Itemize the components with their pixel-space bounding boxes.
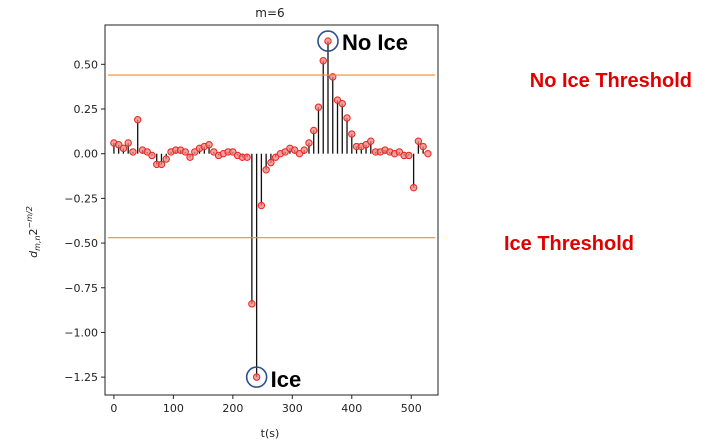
stem-marker: [305, 139, 313, 147]
chart-title: m=6: [255, 6, 284, 20]
stem-marker: [395, 148, 404, 156]
stem-marker: [229, 148, 237, 156]
x-tick-label: 0: [110, 402, 117, 415]
y-tick-label: −0.25: [64, 192, 98, 205]
no-ice-label: No Ice: [342, 30, 408, 55]
y-axis-label: dm,n2−m/2: [25, 206, 42, 258]
stem-marker: [191, 148, 199, 156]
stem-marker: [119, 144, 128, 153]
stem-marker: [409, 183, 418, 192]
stem-marker: [310, 126, 318, 135]
y-label-main: d: [27, 250, 40, 258]
y-tick-label: 0.00: [74, 148, 99, 161]
x-tick-label: 500: [401, 402, 422, 415]
stem-marker: [129, 148, 137, 156]
stem-lines: [113, 41, 424, 378]
stem-marker: [319, 57, 327, 65]
stem-marker: [419, 142, 427, 151]
stem-marker: [405, 151, 413, 160]
stem-marker: [243, 153, 251, 161]
stem-marker: [148, 151, 156, 160]
stem-marker: [262, 166, 270, 174]
y-label-sup: −m/2: [25, 206, 34, 228]
stem-marker: [252, 373, 261, 381]
stem-marker: [162, 155, 170, 163]
stem-marker: [134, 116, 142, 124]
stem-marker: [290, 146, 299, 154]
y-tick-label: −1.00: [64, 326, 98, 339]
y-label-mid: 2: [27, 228, 40, 235]
x-tick-label: 300: [282, 402, 303, 415]
stem-marker: [248, 300, 256, 308]
stem-marker: [362, 141, 370, 149]
stem-marker: [157, 160, 166, 169]
stem-marker: [271, 153, 280, 161]
stem-marker: [205, 141, 213, 149]
stem-marker: [338, 99, 346, 108]
y-tick-label: −0.75: [64, 282, 98, 295]
stem-marker: [367, 137, 375, 145]
y-tick-label: −0.50: [64, 237, 98, 250]
stem-marker: [210, 148, 218, 156]
x-tick-label: 200: [222, 402, 243, 415]
y-label-sub: m,n: [33, 235, 42, 250]
plot-frame: [104, 24, 439, 396]
stem-marker: [124, 139, 132, 147]
stem-marker: [314, 103, 323, 111]
ice-highlight-circle: [245, 366, 268, 388]
stem-marker: [295, 149, 304, 158]
x-axis-label: t(s): [261, 427, 280, 440]
stem-marker: [267, 158, 275, 167]
stem-marker: [300, 146, 308, 154]
stem-markers: [110, 37, 432, 381]
stem-marker: [114, 141, 123, 149]
ice-label: Ice: [271, 367, 302, 392]
stem-marker: [257, 201, 266, 210]
stem-marker: [324, 37, 332, 45]
y-tick-label: 0.25: [74, 103, 99, 116]
y-tick-label: 0.50: [74, 58, 99, 71]
stem-marker: [414, 137, 423, 145]
stem-marker: [186, 153, 194, 161]
stem-marker: [143, 148, 151, 156]
stem-marker: [181, 148, 189, 156]
x-tick-label: 100: [163, 402, 184, 415]
y-tick-label: −1.25: [64, 371, 98, 384]
no-ice-highlight-circle: [317, 30, 339, 52]
stem-marker: [281, 148, 289, 156]
stem-marker: [348, 130, 356, 138]
y-axis-ticks: 0.50 0.25 0.00 −0.25 −0.50 −0.75 −1.00 −1.25: [64, 58, 105, 384]
ice-threshold-label: Ice Threshold: [504, 233, 634, 255]
stem-marker: [343, 114, 351, 122]
stem-marker: [424, 149, 432, 158]
x-axis-ticks: 0 100 200 300 400 500: [110, 395, 422, 415]
no-ice-threshold-label: No Ice Threshold: [530, 70, 692, 92]
stem-marker: [333, 96, 342, 104]
x-tick-label: 400: [341, 402, 362, 415]
